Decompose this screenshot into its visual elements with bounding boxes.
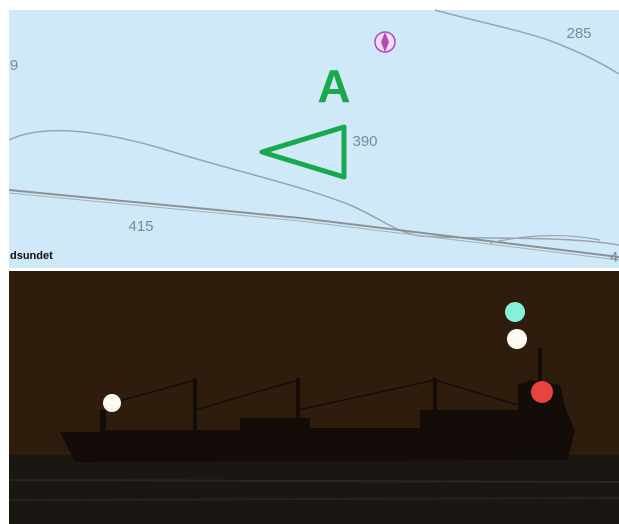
ship-cranes [193, 348, 542, 430]
route-line [8, 192, 619, 261]
water [9, 10, 619, 268]
wave [8, 479, 619, 483]
masthead-light [505, 302, 525, 322]
sea [9, 455, 619, 524]
contour-line [434, 9, 619, 75]
ship-photo [8, 271, 619, 524]
masthead-light [507, 329, 527, 349]
masthead-light [103, 394, 121, 412]
contour-line [489, 235, 601, 244]
port-sidelight [531, 381, 553, 403]
route-line [8, 189, 619, 258]
compass-symbol [374, 31, 396, 53]
crane-wires [111, 379, 519, 411]
nautical-chart: 285 9 390 415 4 dsundet A [8, 9, 619, 268]
depth-label: 9 [10, 57, 18, 74]
depth-label: 390 [352, 133, 377, 150]
depth-label: 4 [610, 249, 618, 266]
depth-label: 415 [128, 218, 153, 235]
depth-label: 285 [566, 25, 591, 42]
marker-label: A [317, 60, 350, 112]
place-name: dsundet [10, 250, 53, 262]
vessel-marker [259, 124, 347, 180]
wave [8, 497, 619, 501]
ship-silhouette [60, 380, 575, 462]
contour-line [8, 129, 619, 246]
